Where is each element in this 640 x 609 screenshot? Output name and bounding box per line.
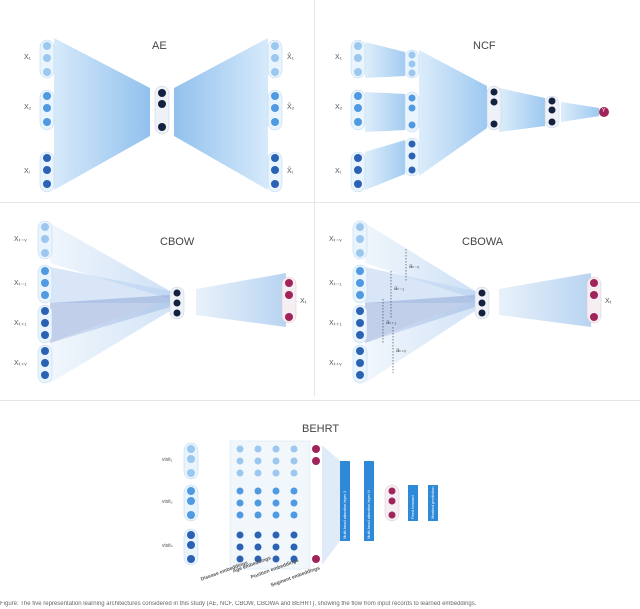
cbowa-hidden-column: [474, 286, 490, 320]
cbow-input-label-4: Xₜ₊ᵥ: [14, 360, 27, 367]
ae-diagram: [39, 38, 283, 193]
ncf-output-node: [599, 107, 609, 117]
behrt-feed-forward: [408, 485, 418, 521]
horizontal-divider-1: [0, 202, 640, 203]
cbowa-context-2: [365, 267, 475, 303]
ae-encoder-funnel: [54, 38, 150, 190]
ncf-dense-column: [544, 95, 560, 129]
ae-decoder-funnel: [174, 38, 268, 190]
cbowa-input-label-1: Xₜ₋ᵥ: [329, 236, 342, 243]
cbow-output-column: [281, 276, 297, 324]
cbowa-attention-label-3: aₜ₊₁: [386, 320, 397, 326]
ae-output-label-3: X̂ᵢ: [287, 168, 293, 175]
cbow-input-label-2: Xₜ₋₁: [14, 280, 27, 287]
ncf-merge-funnel: [419, 50, 487, 176]
behrt-visit-columns: [183, 442, 199, 566]
cbowa-attention-label-2: aₜ₋₁: [394, 286, 405, 292]
behrt-visit-label-1: visit₁: [162, 457, 173, 463]
behrt-block-label-1: Multi-head attention layer 1: [342, 490, 347, 539]
ae-latent-column: [154, 85, 170, 135]
cbowa-context-4: [365, 299, 475, 383]
cbow-input-label-3: Xₜ₊₁: [14, 320, 27, 327]
ae-title: AE: [152, 40, 167, 52]
ae-input-label-1: X₁: [24, 54, 32, 61]
ncf-branch-3: [365, 140, 405, 190]
ae-panel: AE: [0, 0, 314, 202]
cbow-context-2: [50, 267, 170, 303]
vertical-divider-top: [314, 0, 315, 396]
cbowa-title: CBOWA: [462, 236, 504, 248]
behrt-panel: BEHRT: [0, 401, 640, 601]
behrt-block-label-mask: Masked prediction: [430, 486, 435, 519]
behrt-block-label-ff: Feed forward: [410, 495, 415, 519]
ae-input-column: [39, 39, 55, 193]
ncf-input-label-2: X₂: [335, 104, 343, 111]
cbowa-diagram: [352, 220, 602, 384]
ncf-embedding-columns: [404, 49, 420, 177]
cbowa-context-1: [365, 223, 475, 299]
ncf-hidden-column: [486, 85, 502, 131]
cbowa-output-label: Xₜ: [605, 298, 612, 305]
ncf-diagram: [350, 39, 609, 193]
figure-caption: Figure: The five representation learning…: [0, 601, 477, 607]
cbow-context-4: [50, 299, 170, 383]
behrt-visit-label-n: visitₙ: [162, 543, 173, 549]
cbow-input-columns: [37, 220, 53, 384]
cbowa-attention-label-1: aₜ₋ᵥ: [409, 264, 420, 270]
ae-input-label-2: X₂: [24, 104, 32, 111]
horizontal-divider-2: [0, 400, 640, 401]
cbowa-input-label-3: Xₜ₊₁: [329, 320, 342, 327]
ae-input-label-3: Xᵢ: [24, 168, 30, 175]
cbow-title: CBOW: [160, 236, 195, 248]
ncf-output-label: Y: [602, 108, 606, 114]
ae-output-label-1: X̂₁: [287, 54, 295, 61]
ncf-panel: NCF: [315, 0, 640, 202]
behrt-title: BEHRT: [302, 423, 340, 435]
behrt-diagram: [183, 440, 438, 570]
cbowa-input-columns: [352, 220, 368, 384]
cbow-panel: CBOW Xₜ₋ᵥ Xₜ₋₁ X: [0, 203, 314, 400]
behrt-visit-label-2: visit₂: [162, 499, 173, 505]
ncf-dense-funnel: [499, 88, 545, 132]
cbowa-output-column: [586, 276, 602, 324]
behrt-attention-layer-1: [340, 461, 350, 541]
cbow-output-label: Xₜ: [300, 298, 307, 305]
cbow-context-1: [50, 223, 170, 299]
ae-output-column: [267, 39, 283, 193]
ncf-input-label-3: Xᵢ: [335, 168, 341, 175]
behrt-sum-nodes: [312, 445, 320, 563]
behrt-intermediate-column: [384, 484, 400, 522]
cbow-hidden-column: [169, 286, 185, 320]
cbowa-attention-label-4: aₜ₊ᵥ: [396, 348, 407, 354]
ncf-input-label-1: X₁: [335, 54, 343, 61]
behrt-masked-prediction: [428, 485, 438, 521]
cbowa-panel: CBOWA: [315, 203, 640, 400]
behrt-attention-layer-n: [364, 461, 374, 541]
cbowa-input-label-2: Xₜ₋₁: [329, 280, 342, 287]
cbowa-context-3: [365, 295, 475, 343]
behrt-block-label-n: Multi-head attention layer N: [366, 490, 371, 539]
ncf-input-columns: [350, 39, 366, 193]
cbow-input-label-1: Xₜ₋ᵥ: [14, 236, 27, 243]
ncf-branch-1: [365, 42, 405, 78]
behrt-input-funnel: [322, 445, 340, 565]
ae-output-label-2: X̂₂: [287, 104, 295, 111]
cbowa-output-funnel: [499, 273, 591, 327]
cbow-diagram: [37, 220, 297, 384]
ncf-title: NCF: [473, 40, 496, 52]
cbow-output-funnel: [196, 273, 286, 327]
cbow-context-3: [50, 295, 170, 343]
ncf-output-funnel: [561, 102, 599, 122]
ncf-branch-2: [365, 92, 405, 132]
behrt-embedding-dots: [236, 445, 298, 563]
cbowa-input-label-4: Xₜ₊ᵥ: [329, 360, 342, 367]
